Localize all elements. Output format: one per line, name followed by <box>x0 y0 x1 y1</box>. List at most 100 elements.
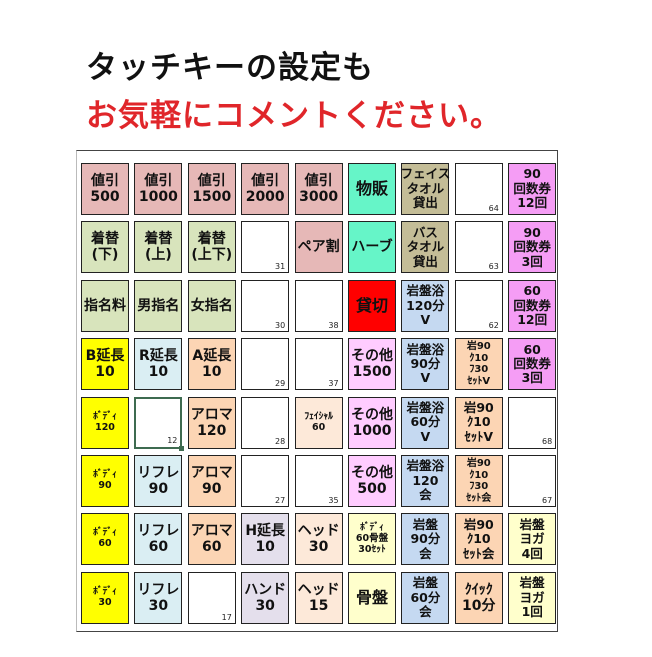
touch-key-label: 岩90 <box>463 400 494 416</box>
touch-key[interactable]: その他 1500 <box>348 338 396 391</box>
touch-key[interactable]: アロマ 90 <box>187 455 236 507</box>
touch-key[interactable]: 岩盤 90分会 <box>401 513 450 566</box>
touch-key[interactable]: ﾎﾞﾃﾞｨ 60骨盤 30ｾｯﾄ <box>348 513 396 566</box>
touch-key-label: 15 <box>308 597 329 614</box>
touch-key-label: 岩盤 <box>519 516 545 532</box>
touch-key[interactable]: 着替 (上下) <box>187 221 236 274</box>
touch-key[interactable]: 着替 (下) <box>81 221 129 274</box>
touch-key[interactable]: ﾌｪｲｼｬﾙ 60 <box>294 396 343 449</box>
touch-key[interactable]: 骨盤 <box>348 571 396 624</box>
touch-key[interactable]: ハンド 30 <box>241 571 290 624</box>
touch-key[interactable]: 岩盤浴 60分 V <box>401 396 450 449</box>
touch-key-label: 回数券 <box>513 239 551 255</box>
touch-key[interactable]: 60 回数券 12回 <box>508 279 557 332</box>
touch-key[interactable]: ハーブ <box>348 221 396 274</box>
touch-key[interactable]: リフレ 90 <box>134 455 183 507</box>
touch-key[interactable]: 岩盤浴 120 会 <box>401 455 450 507</box>
touch-key-label: 90 <box>148 481 169 497</box>
touch-key[interactable]: 岩盤 ヨガ 1回 <box>508 571 557 624</box>
touch-key[interactable]: 値引 1000 <box>134 163 183 215</box>
touch-key[interactable]: R延長 10 <box>134 338 183 391</box>
touch-key[interactable]: 岩盤浴 90分 V <box>401 338 450 391</box>
heading-line-1: タッチキーの設定も <box>86 50 374 86</box>
touch-key[interactable]: 岩盤 60分会 <box>401 571 450 624</box>
touch-key-label: 60分 <box>410 589 441 605</box>
touch-key[interactable]: バス タオル 貸出 <box>401 221 450 274</box>
touch-key[interactable]: その他 500 <box>348 455 396 507</box>
touch-key-label: (下) <box>91 247 119 264</box>
touch-key-empty[interactable]: 68 <box>508 396 557 449</box>
touch-key-empty[interactable]: 31 <box>241 221 290 274</box>
touch-key[interactable]: 岩盤 ヨガ 4回 <box>508 513 557 566</box>
touch-key-label: 岩盤浴 <box>406 283 445 299</box>
touch-key[interactable]: ｸｲｯｸ 10分 <box>454 571 503 624</box>
touch-key[interactable]: 貸切 <box>348 279 396 332</box>
touch-key[interactable]: アロマ 60 <box>187 513 236 566</box>
touch-key-empty[interactable]: 35 <box>294 455 343 507</box>
touch-key[interactable]: その他 1000 <box>348 396 396 449</box>
touch-key[interactable]: 男指名 <box>134 279 183 332</box>
touch-key[interactable]: 岩90 ｸ10 ﾌ30 ｾｯﾄ会 <box>454 455 503 507</box>
touch-key-label: 着替 <box>197 231 226 248</box>
touch-key-label: ヘッド <box>297 523 340 540</box>
touch-key-label: 会 <box>419 545 432 561</box>
touch-key-empty[interactable]: 38 <box>294 279 343 332</box>
touch-key[interactable]: ﾎﾞﾃﾞｨ 90 <box>81 455 129 507</box>
touch-key[interactable]: リフレ 30 <box>134 571 183 624</box>
touch-key-label: 会 <box>419 603 432 619</box>
key-number: 68 <box>542 437 553 447</box>
touch-key[interactable]: 90 回数券 12回 <box>508 163 557 215</box>
touch-key[interactable]: リフレ 60 <box>134 513 183 566</box>
key-number: 12 <box>167 436 178 446</box>
touch-key[interactable]: 岩90 ｸ10 ｾｯﾄV <box>454 396 503 449</box>
touch-key[interactable]: ヘッド 15 <box>294 571 343 624</box>
touch-key-label: 10 <box>95 364 115 381</box>
touch-key-empty[interactable]: 64 <box>454 163 503 215</box>
touch-key-label: 骨盤 <box>355 587 388 607</box>
touch-key[interactable]: 着替 (上) <box>134 221 183 274</box>
touch-key-label: 500 <box>357 481 387 497</box>
touch-key[interactable]: アロマ 120 <box>187 396 236 449</box>
touch-key[interactable]: ペア割 <box>294 221 343 274</box>
touch-key[interactable]: 値引 500 <box>81 163 129 215</box>
touch-key-label: 着替 <box>144 231 173 248</box>
touch-key[interactable]: フェイス タオル 貸出 <box>401 163 450 215</box>
touch-key-label: リフレ <box>137 464 180 481</box>
touch-key[interactable]: 物販 <box>348 163 396 215</box>
touch-key-empty[interactable]: 30 <box>241 279 290 332</box>
touch-key-empty[interactable]: 67 <box>508 455 557 507</box>
touch-key-label: 着替 <box>91 231 119 248</box>
touch-key[interactable]: 値引 1500 <box>187 163 236 215</box>
touch-key-label: ﾌｪｲｼｬﾙ <box>304 410 333 422</box>
touch-key-empty[interactable]: 29 <box>241 338 290 391</box>
touch-key-label: 岩盤 <box>412 516 438 532</box>
touch-key[interactable]: ヘッド 30 <box>294 513 343 566</box>
touch-key[interactable]: ﾎﾞﾃﾞｨ 30 <box>81 571 129 624</box>
key-number: 27 <box>275 495 286 505</box>
touch-key-label: ｸ10 <box>469 352 489 364</box>
touch-key[interactable]: 女指名 <box>187 279 236 332</box>
touch-key-empty[interactable]: 63 <box>454 221 503 274</box>
touch-key[interactable]: 60 回数券 3回 <box>508 338 557 391</box>
touch-key-label: 90 <box>98 480 112 491</box>
touch-key[interactable]: 値引 3000 <box>294 163 343 215</box>
touch-key[interactable]: B延長 10 <box>81 338 129 391</box>
touch-key[interactable]: ﾎﾞﾃﾞｨ 120 <box>81 396 129 449</box>
touch-key-empty[interactable]: 62 <box>454 279 503 332</box>
touch-key[interactable]: 値引 2000 <box>241 163 290 215</box>
touch-key[interactable]: ﾎﾞﾃﾞｨ 60 <box>81 513 129 566</box>
touch-key[interactable]: 岩90 ｸ10 ｾｯﾄ会 <box>454 513 503 566</box>
touch-key[interactable]: 90 回数券 3回 <box>508 221 557 274</box>
touch-key[interactable]: 指名料 <box>81 279 129 332</box>
touch-key-empty[interactable]: 28 <box>241 396 290 449</box>
touch-key[interactable]: 岩盤浴 120分 V <box>401 279 450 332</box>
touch-key-empty[interactable]: 37 <box>294 338 343 391</box>
touch-key[interactable]: A延長 10 <box>187 338 236 391</box>
touch-key-empty[interactable]: 17 <box>187 571 236 624</box>
touch-key-label: 10 <box>202 364 222 381</box>
touch-key-label: A延長 <box>192 348 232 365</box>
touch-key[interactable]: 岩90 ｸ10 ﾌ30 ｾｯﾄV <box>454 338 503 391</box>
touch-key-empty[interactable]: 12 <box>134 396 185 451</box>
touch-key-empty[interactable]: 27 <box>241 455 290 507</box>
touch-key[interactable]: H延長 10 <box>241 513 290 566</box>
